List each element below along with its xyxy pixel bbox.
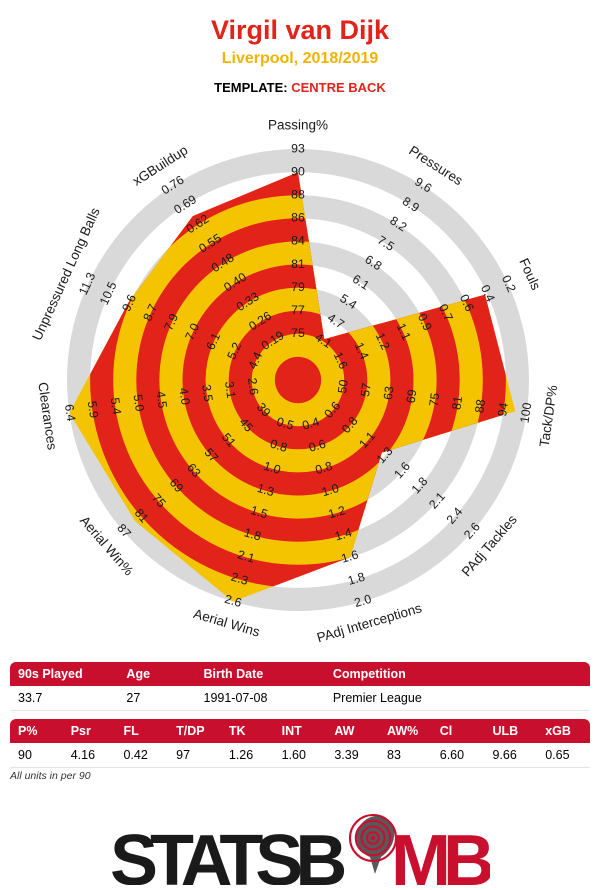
svg-text:77: 77 [291, 303, 305, 317]
svg-text:5.0: 5.0 [131, 393, 147, 412]
svg-text:Clearances: Clearances [35, 381, 60, 451]
svg-text:2.6: 2.6 [245, 377, 261, 396]
svg-text:57: 57 [358, 382, 374, 398]
svg-text:Fouls: Fouls [516, 256, 543, 292]
svg-text:Aerial Wins: Aerial Wins [192, 606, 262, 640]
svg-text:81: 81 [449, 395, 465, 411]
svg-text:5.4: 5.4 [108, 397, 124, 416]
svg-text:6.4: 6.4 [62, 403, 78, 422]
svg-text:75: 75 [427, 392, 443, 408]
svg-text:MB: MB [391, 821, 490, 885]
svg-text:86: 86 [291, 211, 305, 225]
svg-text:84: 84 [291, 234, 305, 248]
svg-text:94: 94 [495, 402, 511, 418]
svg-text:3.1: 3.1 [222, 380, 238, 399]
svg-text:5.9: 5.9 [85, 400, 101, 419]
svg-text:3.5: 3.5 [199, 384, 215, 403]
svg-text:79: 79 [291, 280, 305, 294]
svg-text:88: 88 [291, 187, 305, 201]
svg-text:STATSB: STATSB [110, 821, 344, 885]
svg-text:81: 81 [291, 257, 305, 271]
svg-text:4.5: 4.5 [153, 390, 169, 409]
svg-text:88: 88 [472, 398, 488, 414]
svg-text:50: 50 [335, 379, 351, 395]
svg-text:90: 90 [291, 164, 305, 178]
svg-text:93: 93 [291, 141, 305, 155]
svg-text:Passing%: Passing% [268, 118, 328, 133]
svg-text:75: 75 [291, 326, 305, 340]
svg-text:69: 69 [404, 388, 420, 404]
svg-text:63: 63 [381, 385, 397, 401]
svg-text:4.0: 4.0 [176, 387, 192, 406]
svg-text:Tack/DP%: Tack/DP% [537, 384, 561, 448]
svg-text:100: 100 [518, 401, 535, 423]
